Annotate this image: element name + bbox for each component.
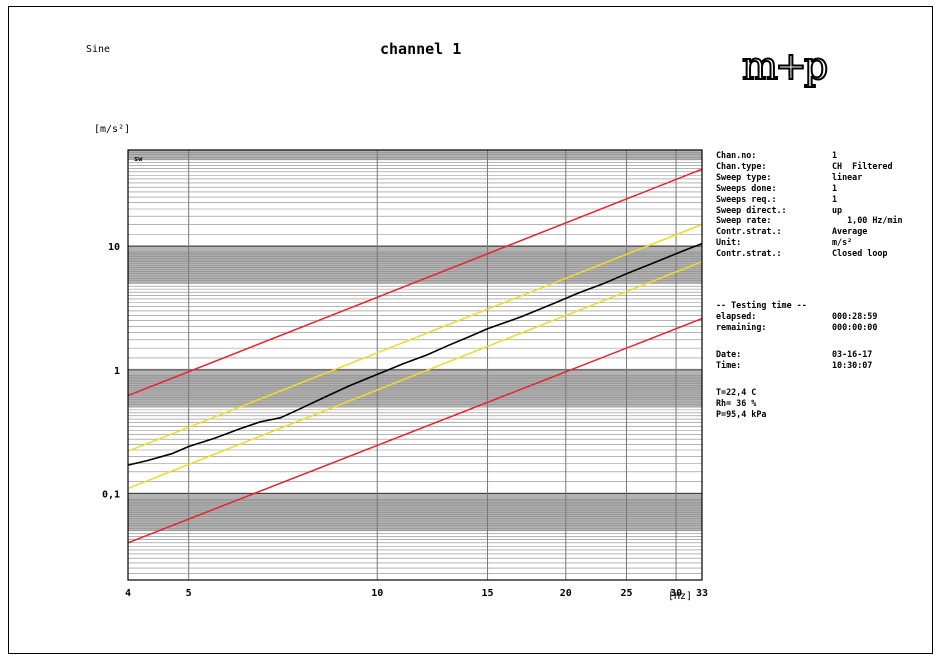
info-value: 1 [832,150,838,160]
x-tick-label: 25 [620,588,632,599]
decade-band [128,492,702,531]
info-value: linear [832,171,863,182]
info-value: up [832,204,843,215]
y-tick-label: 1 [114,366,120,377]
x-tick-label: 30 [670,588,682,599]
info-label: Sweep direct.: [716,204,787,215]
elapsed-value: 000:28:59 [832,311,878,321]
chart-grid [127,149,703,581]
x-tick-label: 10 [371,588,383,599]
humidity-reading: Rh= 36 % [716,398,757,408]
series-lower-alarm [127,261,703,490]
plot-area [127,149,703,581]
info-label: Chan.type: [716,160,767,171]
info-value: m/s² [832,237,853,248]
x-tick-label: 20 [560,588,572,599]
elapsed-label: elapsed: [716,311,757,321]
plot-corner-label: sw [134,155,143,163]
info-value: Closed loop [832,248,888,259]
mp-logo: m+p [741,43,829,89]
info-value: 1,00 Hz/min [832,215,903,226]
mode-label: Sine [86,44,111,55]
info-value: Average [832,226,868,237]
info-label: Unit: [716,237,742,248]
date-label: Date: [716,349,742,359]
date-value: 03-16-17 [832,349,873,359]
series-upper-alarm [127,223,703,452]
info-label: Sweep type: [716,171,772,182]
x-tick-label: 15 [482,588,494,599]
info-label: Sweeps done: [716,182,777,193]
remaining-value: 000:00:00 [832,322,878,332]
decade-band [128,245,702,284]
series-lower-abort [127,317,703,544]
info-label: Contr.strat.: [716,226,782,237]
logo-text: m+p [741,43,829,89]
info-label: Chan.no: [716,150,757,160]
y-tick-label: 0,1 [102,490,120,501]
decade-bands [128,150,702,531]
series-control [127,242,703,466]
tick-labels: 4 5 10 15 20 25 30 33 0,1 1 10 [102,242,708,599]
time-label: Time: [716,360,742,370]
time-value: 10:30:07 [832,360,873,370]
pressure-reading: P=95,4 kPa [716,409,767,419]
testing-time-header: -- Testing time -- [716,300,807,310]
series-upper-abort [127,168,703,397]
info-label: Sweeps req.: [716,193,777,204]
chart-title: channel 1 [380,40,462,58]
info-value: 1 [832,182,838,193]
remaining-label: remaining: [716,322,767,332]
temperature-reading: T=22,4 C [716,387,757,397]
y-tick-label: 10 [108,242,120,253]
info-value: 1 [832,193,838,204]
info-value: CH Filtered [832,160,893,171]
x-tick-label: 4 [125,588,131,599]
x-tick-label: 33 [696,588,708,599]
x-axis-label: [Hz] [668,591,693,602]
info-label: Contr.strat.: [716,248,782,259]
y-axis-label: [m/s²] [94,124,131,135]
chart-series [127,168,703,544]
x-tick-label: 5 [186,588,192,599]
report-frame [8,6,933,654]
info-label: Sweep rate: [716,215,772,226]
